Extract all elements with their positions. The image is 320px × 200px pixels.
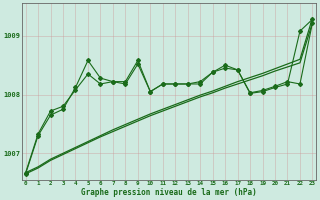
X-axis label: Graphe pression niveau de la mer (hPa): Graphe pression niveau de la mer (hPa): [81, 188, 257, 197]
